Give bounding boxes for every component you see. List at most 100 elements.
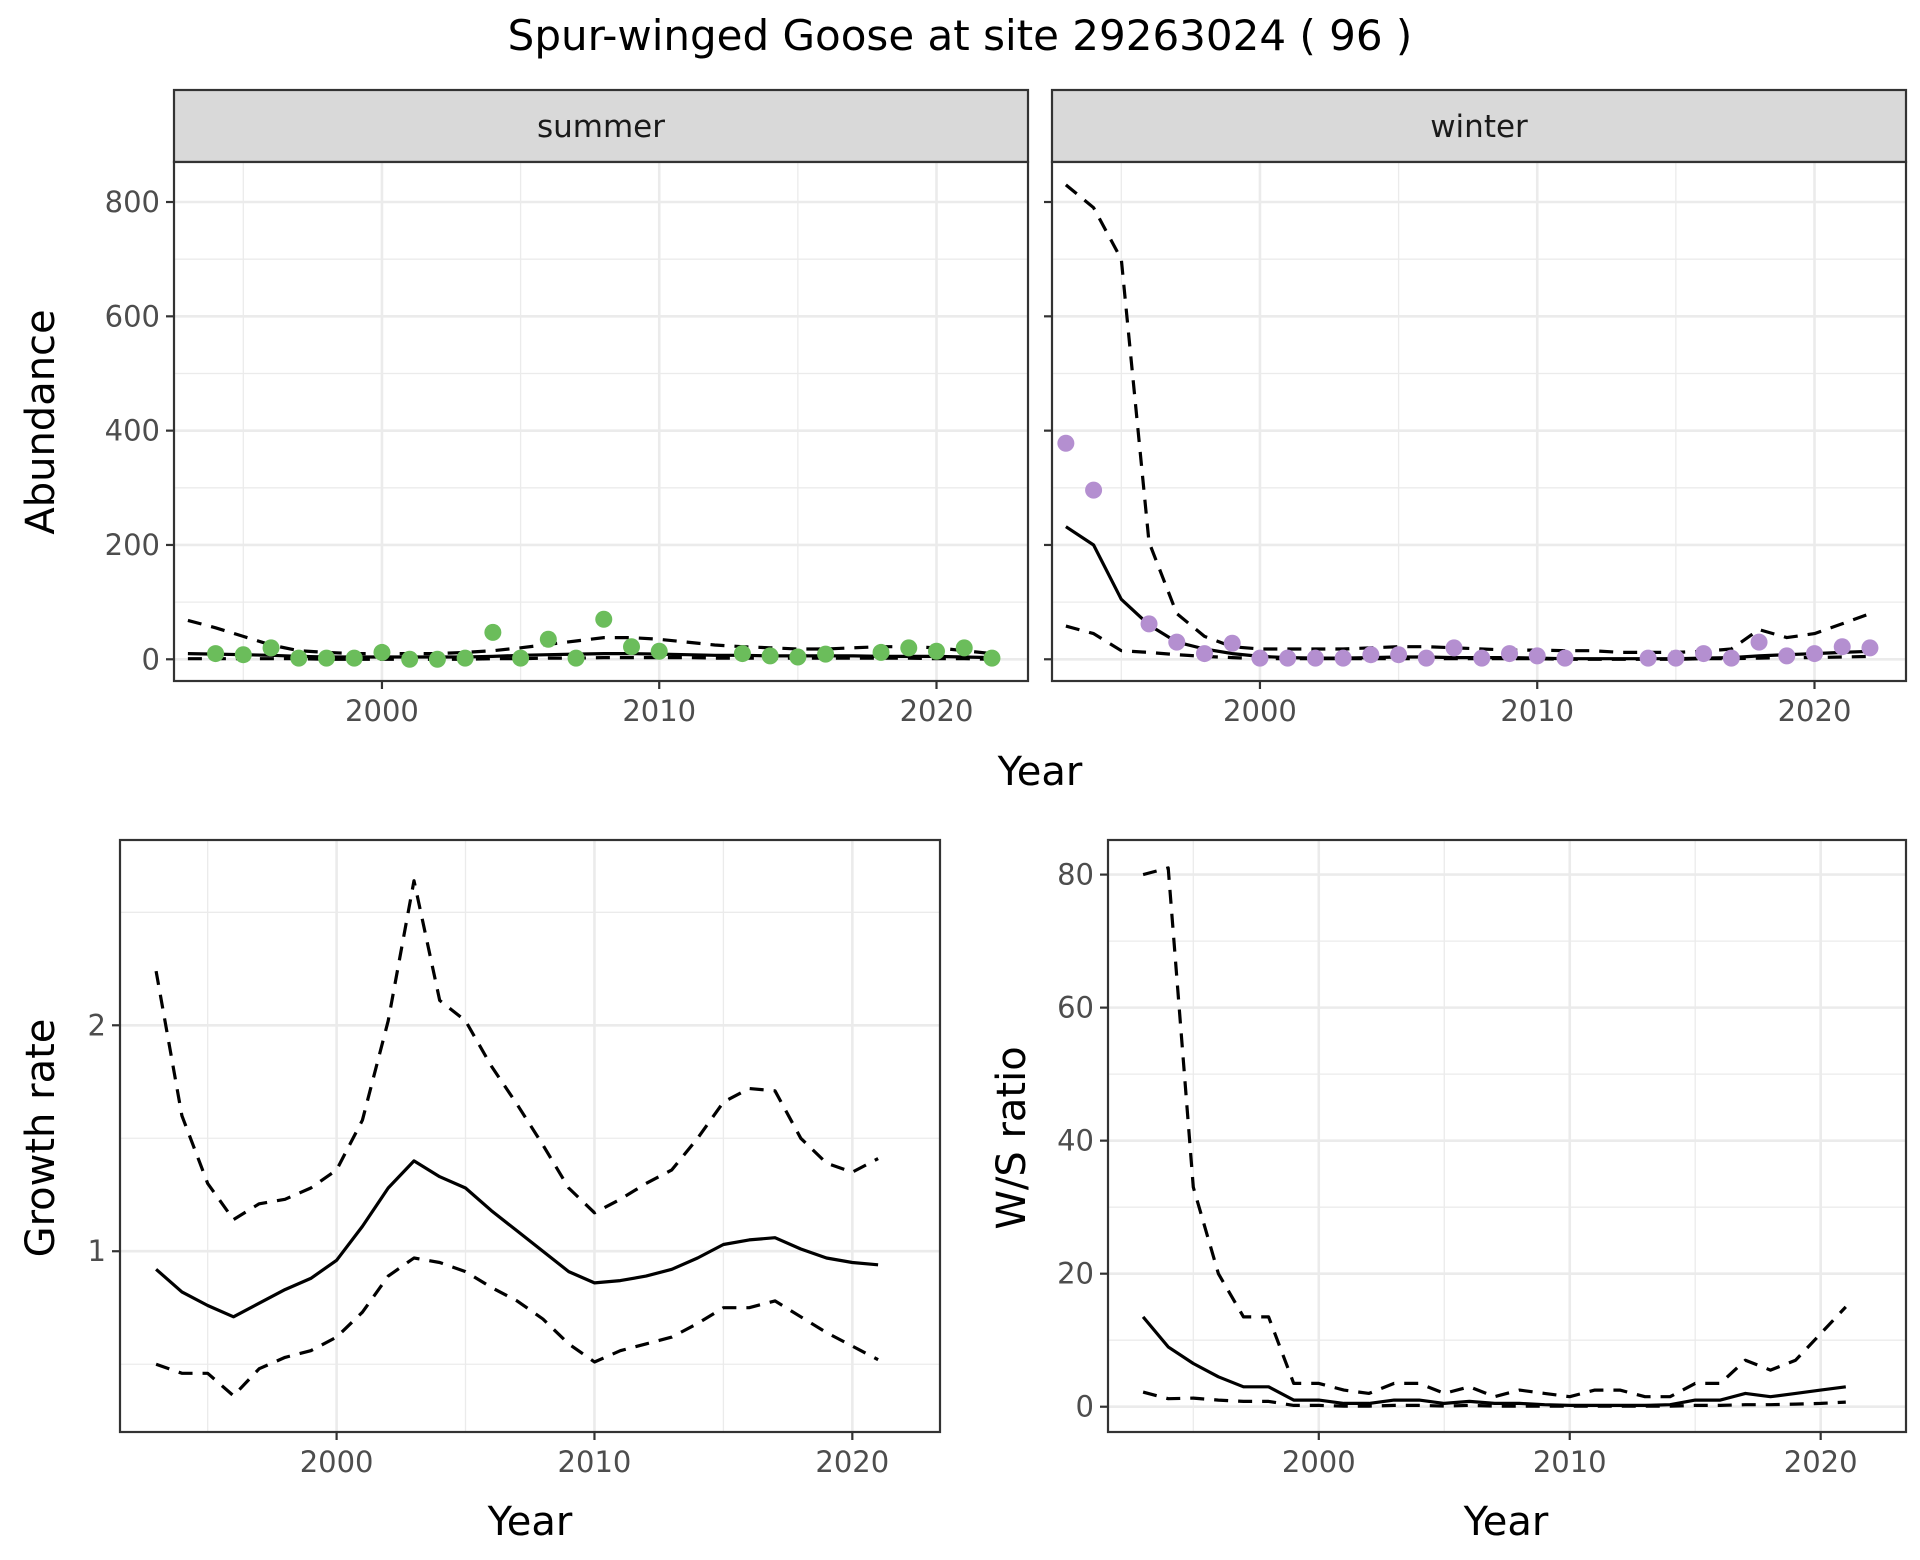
panel-border (1050, 160, 1908, 683)
observed-point (456, 649, 474, 667)
y-tick-label: 0 (1076, 1390, 1094, 1424)
observed-point (983, 649, 1001, 667)
observed-point (928, 642, 945, 660)
x-tick-label: 2020 (900, 694, 974, 728)
observed-point (1750, 633, 1768, 651)
observed-point (733, 645, 751, 663)
x-tick-label: 2010 (1533, 1445, 1607, 1479)
panel-border (1106, 838, 1908, 1434)
observed-point (1417, 649, 1435, 667)
observed-point (401, 650, 419, 668)
y-tick-label: 1 (88, 1234, 106, 1268)
plot-abundance-winter: 2000 2010 2020 (1044, 160, 1908, 728)
x-tick-label: 2020 (1778, 694, 1852, 728)
panel-border (118, 838, 942, 1434)
y-tick-label: 800 (105, 185, 160, 219)
observed-point (955, 639, 973, 657)
observed-point (1057, 434, 1075, 452)
observed-point (207, 645, 225, 663)
y-tick-label: 200 (105, 528, 160, 562)
x-tick-label: 2000 (1282, 1445, 1356, 1479)
observed-point (1778, 647, 1796, 665)
observed-point (1501, 645, 1518, 663)
observed-point (761, 647, 779, 665)
ws-ratio-x-axis-title: Year (1463, 1499, 1549, 1545)
growth-rate-y-axis-title: Growth rate (18, 1019, 64, 1258)
observed-point (1445, 639, 1463, 657)
ws-ratio-y-axis-title: W/S ratio (989, 1046, 1035, 1229)
ws-ratio-section: 2000 2010 2020 0 20 40 60 80 W/S ratio Year (989, 838, 1908, 1545)
series-line-upper (1142, 866, 1847, 1399)
plot-abundance-summer: 2000 2010 2020 0 200 400 600 800 (105, 160, 1030, 728)
observed-point (512, 649, 530, 667)
abundance-winter-panel: winter 2000 2010 2020 (1044, 88, 1908, 728)
x-tick-label: 2010 (1500, 694, 1574, 728)
x-tick-label: 2020 (815, 1445, 889, 1479)
observed-point (1223, 634, 1241, 652)
panel-border (172, 160, 1030, 683)
x-tick-label: 2000 (1223, 694, 1297, 728)
observed-point (539, 630, 557, 648)
observed-point (789, 648, 807, 666)
series-line-lower (1142, 1390, 1846, 1408)
panel-background (120, 840, 940, 1432)
observed-point (484, 623, 502, 641)
observed-point (1334, 649, 1352, 667)
abundance-summer-panel: summer 2000 2010 2020 0 200 400 600 800 (105, 88, 1030, 728)
x-tick-label: 2020 (1784, 1445, 1858, 1479)
observed-point (900, 639, 918, 657)
observed-point (1639, 649, 1657, 667)
observed-point (1085, 481, 1103, 499)
observed-point (1806, 645, 1823, 663)
observed-point (262, 639, 280, 657)
observed-point (1695, 645, 1713, 663)
figure-title: Spur-winged Goose at site 29263024 ( 96 … (508, 11, 1413, 60)
observed-point (1390, 646, 1408, 664)
y-tick-label: 40 (1057, 1124, 1094, 1158)
observed-point (1473, 649, 1491, 667)
observed-point (1196, 645, 1213, 663)
growth-rate-section: 2000 2010 2020 1 2 Growth rate Year (18, 838, 942, 1545)
x-tick-label: 2000 (300, 1445, 374, 1479)
y-tick-label: 20 (1057, 1257, 1094, 1291)
observed-point (1861, 639, 1879, 657)
observed-point (373, 643, 391, 661)
strip-winter-label: winter (1430, 109, 1528, 145)
observed-point (1556, 649, 1574, 667)
series-line-mean (1141, 1315, 1847, 1408)
observed-point (1168, 633, 1186, 651)
series-line-upper (187, 618, 993, 656)
observed-point (1279, 649, 1297, 667)
panel-background (1052, 162, 1906, 681)
plot-growth-rate: 2000 2010 2020 1 2 (88, 838, 942, 1479)
y-tick-label: 2 (88, 1008, 106, 1042)
observed-point (428, 650, 446, 668)
observed-point (650, 642, 668, 660)
observed-point (1251, 649, 1269, 667)
observed-point (567, 649, 585, 667)
x-tick-label: 2000 (345, 694, 419, 728)
series-line-upper (1064, 183, 1871, 655)
y-tick-label: 80 (1057, 858, 1094, 892)
x-tick-label: 2010 (622, 694, 696, 728)
y-tick-label: 600 (105, 299, 160, 333)
y-tick-label: 60 (1057, 991, 1094, 1025)
observed-point (1667, 649, 1685, 667)
y-tick-label: 0 (142, 642, 160, 676)
observed-point (1528, 647, 1546, 665)
observed-point (1306, 649, 1324, 667)
strip-winter (1050, 88, 1908, 164)
panel-background (1108, 840, 1906, 1432)
observed-point (872, 643, 890, 661)
strip-summer (172, 88, 1030, 164)
plot-ws-ratio: 2000 2010 2020 0 20 40 60 80 (1057, 838, 1908, 1479)
observed-point (290, 649, 308, 667)
observed-point (234, 646, 252, 664)
observed-point (595, 610, 613, 628)
observed-point (817, 645, 835, 663)
observed-point (1362, 646, 1380, 664)
series-line-upper (154, 879, 879, 1222)
observed-point (318, 649, 335, 667)
observed-point (345, 649, 363, 667)
